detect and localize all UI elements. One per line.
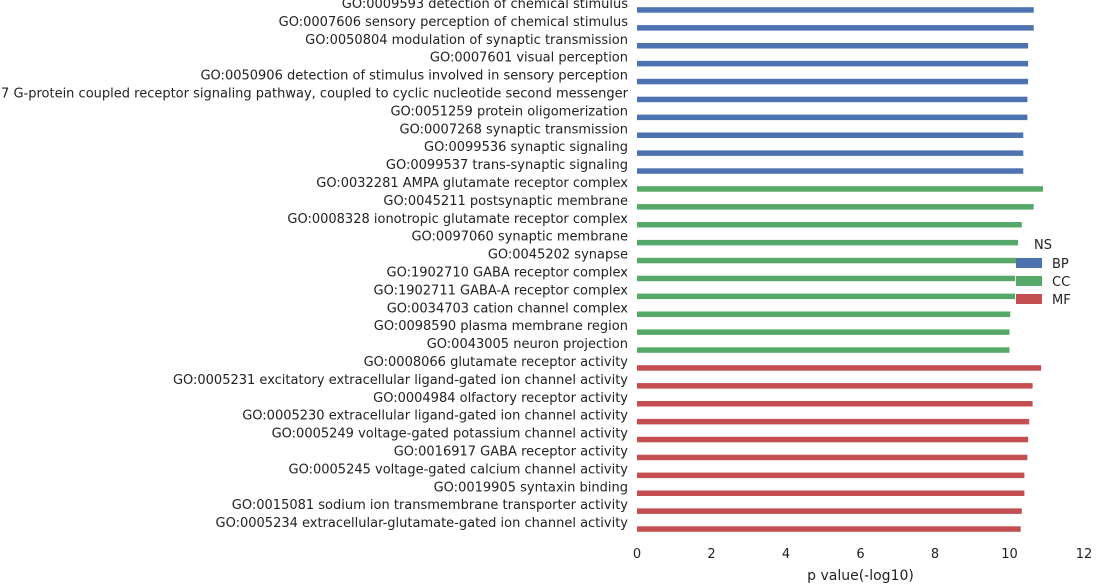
x-tick-label: 8 (931, 547, 939, 562)
x-tick-label: 10 (1001, 547, 1018, 562)
x-tick-label: 0 (633, 547, 641, 562)
category-label: GO:0045202 synapse (488, 248, 628, 263)
bar-7 (637, 114, 1028, 121)
bar-1 (637, 7, 1034, 13)
bar-24 (637, 418, 1030, 425)
category-label: GO:0098590 plasma membrane region (374, 319, 628, 334)
x-tick-label: 4 (782, 547, 790, 562)
bar-3 (637, 43, 1029, 49)
legend: NS BP CC MF (1016, 238, 1071, 308)
bar-25 (637, 436, 1029, 443)
bars-layer (637, 7, 1044, 532)
legend-swatch-cc (1016, 276, 1042, 286)
category-label: GO:0005234 extracellular-glutamate-gated… (216, 516, 629, 531)
bar-10 (637, 168, 1024, 174)
legend-label-mf: MF (1052, 293, 1071, 308)
bar-17 (637, 293, 1016, 300)
category-label: GO:0005249 voltage-gated potassium chann… (272, 427, 629, 442)
x-tick-label: 6 (856, 547, 864, 562)
bar-18 (637, 311, 1011, 317)
bar-21 (637, 365, 1042, 371)
category-label: GO:0043005 neuron projection (427, 337, 628, 352)
category-label: GO:0007268 synaptic transmission (400, 122, 628, 137)
category-label: GO:0099536 synaptic signaling (424, 140, 628, 155)
category-label: GO:0050906 detection of stimulus involve… (200, 69, 628, 84)
category-label: GO:0008066 glutamate receptor activity (364, 355, 629, 370)
bar-12 (637, 204, 1034, 210)
category-label: GO:0015081 sodium ion transmembrane tran… (232, 498, 628, 513)
category-label: GO:0005231 excitatory extracellular liga… (173, 373, 628, 388)
bar-6 (637, 96, 1028, 103)
category-label: GO:0005245 voltage-gated calcium channel… (289, 462, 629, 477)
bar-9 (637, 150, 1024, 156)
legend-swatch-mf (1016, 294, 1042, 304)
bar-5 (637, 78, 1029, 85)
category-label: GO:0007187 G-protein coupled receptor si… (0, 86, 629, 101)
category-label: GO:0097060 synaptic membrane (411, 230, 628, 245)
bar-14 (637, 239, 1019, 246)
bar-23 (637, 401, 1033, 407)
legend-label-cc: CC (1052, 275, 1070, 290)
category-label: GO:0009593 detection of chemical stimulu… (342, 0, 628, 12)
x-tick-label: 2 (707, 547, 715, 562)
category-label: GO:0045211 postsynaptic membrane (383, 194, 628, 209)
bar-4 (637, 60, 1029, 67)
bar-19 (637, 329, 1010, 335)
legend-swatch-bp (1016, 258, 1042, 268)
category-label: GO:0019905 syntaxin binding (434, 480, 628, 495)
bar-27 (637, 472, 1025, 479)
category-label: GO:0050804 modulation of synaptic transm… (305, 33, 628, 48)
bar-13 (637, 222, 1022, 228)
bar-26 (637, 454, 1028, 461)
category-label: GO:0008328 ionotropic glutamate receptor… (287, 212, 628, 227)
category-label: GO:0004984 olfactory receptor activity (373, 391, 628, 406)
category-label: GO:0005230 extracellular ligand-gated io… (242, 409, 628, 424)
bar-29 (637, 508, 1022, 514)
category-label: GO:0051259 protein oligomerization (390, 104, 628, 119)
bar-30 (637, 526, 1021, 532)
bar-22 (637, 383, 1033, 389)
legend-label-bp: BP (1052, 257, 1069, 272)
category-label: GO:0007601 visual perception (430, 51, 628, 66)
bar-20 (637, 347, 1010, 353)
category-label: GO:0099537 trans-synaptic signaling (386, 158, 628, 173)
bar-16 (637, 275, 1016, 282)
x-axis-label: p value(-log10) (807, 568, 914, 584)
category-label: GO:0032281 AMPA glutamate receptor compl… (316, 176, 628, 191)
legend-title: NS (1034, 238, 1052, 253)
bar-11 (637, 186, 1044, 192)
bar-8 (637, 132, 1024, 138)
category-label: GO:0016917 GABA receptor activity (394, 444, 629, 459)
category-label: GO:1902711 GABA-A receptor complex (374, 283, 629, 298)
bar-2 (637, 25, 1034, 31)
bar-15 (637, 257, 1017, 264)
category-label: GO:1902710 GABA receptor complex (387, 265, 629, 280)
category-label: GO:0034703 cation channel complex (387, 301, 629, 316)
category-labels: GO:0009593 detection of chemical stimulu… (0, 0, 629, 531)
bar-28 (637, 490, 1025, 496)
x-axis: 0 2 4 6 8 10 12 (633, 547, 1092, 562)
x-tick-label: 12 (1076, 547, 1093, 562)
category-label: GO:0007606 sensory perception of chemica… (279, 15, 629, 30)
